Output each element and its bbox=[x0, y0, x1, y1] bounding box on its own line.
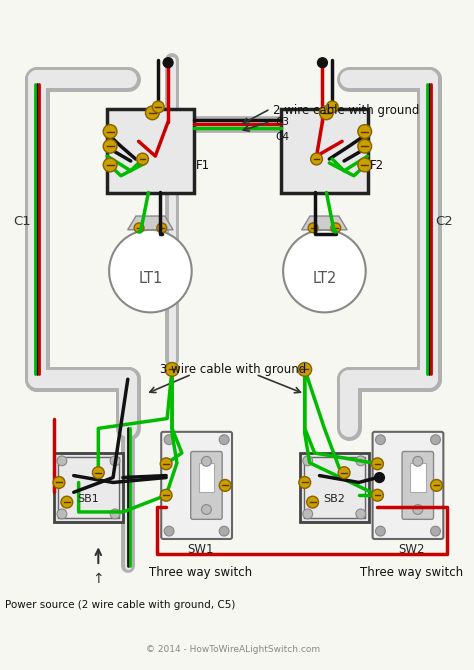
Circle shape bbox=[57, 509, 67, 519]
Circle shape bbox=[109, 230, 191, 312]
Bar bbox=[300, 453, 369, 522]
FancyBboxPatch shape bbox=[373, 432, 443, 539]
Text: F1: F1 bbox=[196, 159, 210, 172]
Circle shape bbox=[430, 435, 440, 445]
Text: LT2: LT2 bbox=[312, 271, 337, 287]
Circle shape bbox=[165, 362, 179, 377]
Circle shape bbox=[103, 139, 117, 153]
Circle shape bbox=[430, 480, 442, 491]
Text: LT1: LT1 bbox=[138, 271, 163, 287]
Text: 2 wire cable with ground: 2 wire cable with ground bbox=[273, 104, 419, 117]
Circle shape bbox=[110, 456, 120, 466]
Text: Power source (2 wire cable with ground, C5): Power source (2 wire cable with ground, … bbox=[5, 600, 235, 610]
Circle shape bbox=[319, 106, 333, 120]
Circle shape bbox=[103, 125, 117, 139]
Circle shape bbox=[358, 125, 372, 139]
Circle shape bbox=[57, 456, 67, 466]
Circle shape bbox=[358, 139, 372, 153]
Bar bbox=[54, 453, 123, 522]
Circle shape bbox=[53, 476, 65, 488]
Text: ↑: ↑ bbox=[92, 572, 104, 586]
Text: SW2: SW2 bbox=[399, 543, 425, 556]
Circle shape bbox=[372, 458, 383, 470]
Text: SB1: SB1 bbox=[78, 494, 100, 504]
Circle shape bbox=[356, 456, 366, 466]
Circle shape bbox=[413, 505, 423, 515]
Circle shape bbox=[160, 458, 172, 470]
Circle shape bbox=[375, 526, 385, 536]
Circle shape bbox=[201, 505, 211, 515]
Circle shape bbox=[110, 509, 120, 519]
Text: Three way switch: Three way switch bbox=[360, 566, 464, 579]
Circle shape bbox=[219, 480, 231, 491]
Text: C2: C2 bbox=[436, 216, 453, 228]
Circle shape bbox=[356, 509, 366, 519]
Circle shape bbox=[331, 223, 341, 232]
Bar bbox=[410, 463, 426, 492]
Bar bbox=[107, 109, 194, 193]
Bar bbox=[304, 457, 365, 518]
Circle shape bbox=[298, 362, 311, 377]
Circle shape bbox=[283, 230, 366, 312]
Circle shape bbox=[310, 153, 322, 165]
Circle shape bbox=[327, 101, 338, 113]
Circle shape bbox=[338, 467, 350, 478]
Circle shape bbox=[146, 106, 159, 120]
Circle shape bbox=[219, 526, 229, 536]
Circle shape bbox=[219, 435, 229, 445]
Circle shape bbox=[163, 58, 173, 68]
Circle shape bbox=[299, 476, 310, 488]
FancyBboxPatch shape bbox=[402, 452, 434, 519]
Text: C3: C3 bbox=[275, 117, 289, 127]
Text: © 2014 - HowToWireALightSwitch.com: © 2014 - HowToWireALightSwitch.com bbox=[146, 645, 320, 654]
Bar bbox=[199, 463, 214, 492]
Circle shape bbox=[103, 158, 117, 172]
Circle shape bbox=[164, 435, 174, 445]
FancyBboxPatch shape bbox=[161, 432, 232, 539]
Circle shape bbox=[134, 223, 144, 232]
Circle shape bbox=[307, 496, 319, 508]
Circle shape bbox=[430, 526, 440, 536]
Circle shape bbox=[164, 526, 174, 536]
Circle shape bbox=[375, 435, 385, 445]
Text: SW1: SW1 bbox=[187, 543, 214, 556]
Polygon shape bbox=[302, 216, 347, 230]
Circle shape bbox=[374, 472, 384, 482]
Text: C1: C1 bbox=[13, 216, 30, 228]
Circle shape bbox=[358, 158, 372, 172]
Circle shape bbox=[318, 58, 328, 68]
Circle shape bbox=[303, 456, 313, 466]
Text: C4: C4 bbox=[275, 133, 289, 143]
Circle shape bbox=[201, 456, 211, 466]
Text: Three way switch: Three way switch bbox=[149, 566, 252, 579]
Circle shape bbox=[152, 101, 164, 113]
Circle shape bbox=[160, 489, 172, 501]
Bar bbox=[58, 457, 119, 518]
Text: F2: F2 bbox=[370, 159, 384, 172]
Circle shape bbox=[61, 496, 73, 508]
Text: 3 wire cable with ground: 3 wire cable with ground bbox=[160, 363, 306, 376]
Circle shape bbox=[303, 509, 313, 519]
FancyBboxPatch shape bbox=[191, 452, 222, 519]
Circle shape bbox=[372, 489, 383, 501]
Circle shape bbox=[308, 223, 318, 232]
Polygon shape bbox=[128, 216, 173, 230]
Text: SB2: SB2 bbox=[323, 494, 345, 504]
Circle shape bbox=[413, 456, 423, 466]
Bar bbox=[281, 109, 368, 193]
Circle shape bbox=[92, 467, 104, 478]
Circle shape bbox=[157, 223, 167, 232]
Circle shape bbox=[137, 153, 148, 165]
